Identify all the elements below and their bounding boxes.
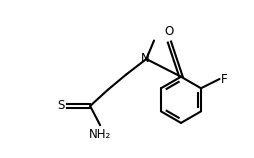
Text: N: N bbox=[141, 52, 150, 65]
Text: F: F bbox=[221, 73, 228, 85]
Text: NH₂: NH₂ bbox=[89, 128, 111, 140]
Text: S: S bbox=[57, 100, 65, 112]
Text: O: O bbox=[165, 25, 174, 38]
